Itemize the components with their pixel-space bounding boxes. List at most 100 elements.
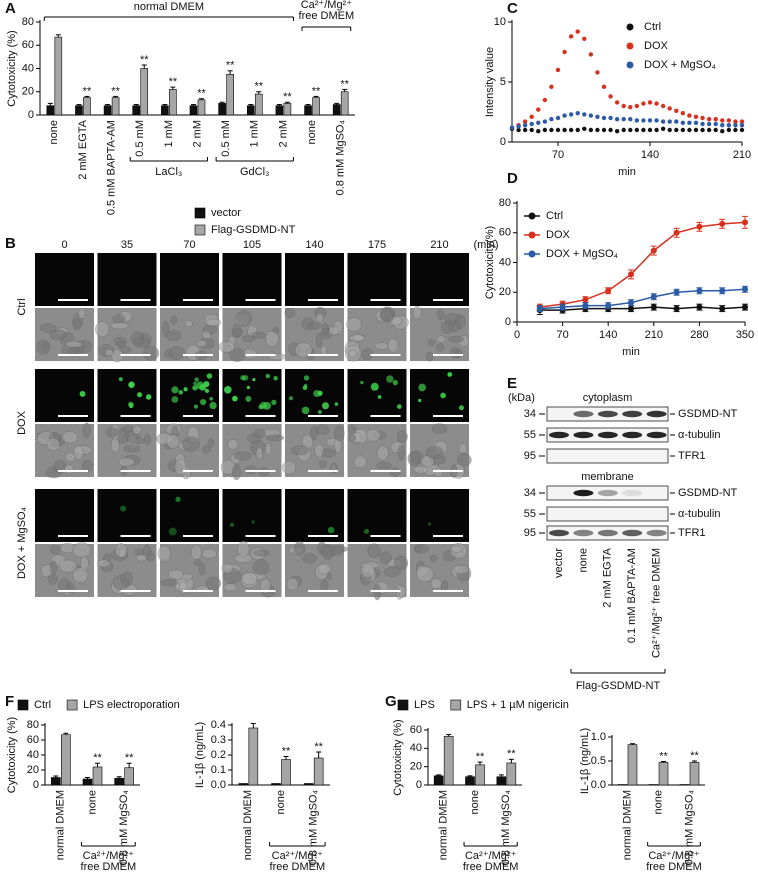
- blot-band: [646, 431, 667, 439]
- cell-texture: [143, 433, 152, 446]
- time-label: 140: [305, 239, 323, 251]
- y-tick-label: 20: [22, 86, 34, 98]
- legend-label: LPS + 1 µM nigericin: [467, 699, 569, 711]
- legend-label: DOX + MgSO₄: [546, 248, 619, 260]
- cell-texture: [435, 343, 445, 352]
- fluorescent-cell: [171, 386, 179, 394]
- significance-label: **: [83, 85, 92, 97]
- cell-texture: [253, 549, 270, 557]
- cell-texture: [78, 308, 86, 319]
- y-tick-label: 40: [499, 256, 511, 268]
- fluorescent-cell: [334, 402, 339, 406]
- error-bar: [508, 758, 514, 763]
- blot-band: [622, 489, 643, 497]
- scatter-point: [608, 94, 613, 99]
- scatter-point: [536, 129, 541, 134]
- error-bar: [47, 102, 53, 106]
- error-bar: [334, 102, 340, 105]
- series-line: [539, 306, 746, 311]
- scatter-point: [667, 106, 672, 111]
- fluorescent-cell: [322, 402, 330, 410]
- scatter-point: [614, 100, 620, 105]
- x-tick-label: normal DMEM: [438, 790, 450, 860]
- x-tick-label: 0.5 mM: [134, 120, 146, 157]
- marker-label: 95: [524, 527, 536, 539]
- fluorescent-cell: [168, 527, 177, 536]
- bar: [283, 103, 292, 116]
- series-line: [539, 221, 746, 308]
- legend-swatch: [528, 250, 536, 258]
- scatter-point: [621, 117, 626, 122]
- cell-texture: [302, 553, 318, 564]
- time-label: 105: [243, 239, 261, 251]
- y-tick-label: 0: [500, 136, 506, 148]
- legend-swatch: [626, 61, 634, 69]
- cell-texture: [397, 444, 405, 461]
- error-bar: [219, 101, 225, 104]
- cell-texture: [321, 322, 329, 336]
- cell-texture: [142, 345, 160, 361]
- lane-label: vector: [553, 548, 565, 578]
- legend-swatch: [194, 207, 206, 219]
- fluorescent-cell: [118, 377, 123, 382]
- x-axis-label: min: [622, 346, 640, 358]
- lane-label: 2 mM EGTA: [602, 547, 614, 607]
- cell-texture: [393, 555, 409, 571]
- group-label: normal DMEM: [134, 1, 204, 13]
- bar: [275, 105, 284, 116]
- cell-texture: [118, 457, 135, 467]
- group-label: free DMEM: [81, 861, 137, 873]
- bar: [54, 36, 63, 116]
- scatter-point: [568, 34, 574, 39]
- cell-texture: [65, 452, 76, 463]
- cell-texture: [81, 459, 93, 472]
- bar: [92, 766, 103, 786]
- cell-texture: [132, 425, 142, 435]
- scatter-point: [628, 105, 633, 110]
- cell-texture: [49, 545, 61, 555]
- cell-texture: [456, 453, 472, 467]
- cell-texture: [162, 320, 170, 337]
- cell-texture: [293, 541, 306, 556]
- bar: [304, 105, 312, 116]
- fluorescent-cell: [192, 385, 198, 391]
- error-bar: [256, 91, 262, 95]
- blot-band: [646, 529, 667, 537]
- cell-texture: [59, 542, 76, 554]
- scatter-point: [575, 29, 580, 34]
- fluorescent-cell: [193, 381, 197, 386]
- scatter-point: [687, 127, 692, 133]
- scatter-point: [529, 121, 534, 127]
- fluorescent-cell: [427, 522, 432, 526]
- y-tick-label: 60: [499, 227, 511, 239]
- fluorescent-cell: [245, 395, 252, 402]
- scatter-point: [608, 127, 613, 133]
- scatter-point: [549, 127, 554, 133]
- scatter-point: [654, 127, 659, 133]
- bar: [332, 104, 341, 116]
- cell-texture: [64, 340, 83, 348]
- legend-label: Ctrl: [644, 21, 661, 33]
- bar: [313, 757, 324, 786]
- fluorescent-cell: [230, 522, 235, 527]
- x-tick-label: 0.8 mM MgSO₄: [118, 790, 130, 866]
- cell-texture: [348, 424, 357, 435]
- x-axis-label: min: [618, 166, 636, 178]
- legend-swatch: [66, 699, 78, 711]
- bar: [340, 91, 349, 116]
- error-bar: [95, 762, 100, 767]
- cell-texture: [205, 576, 222, 591]
- blot-band: [597, 529, 618, 537]
- cell-texture: [82, 422, 91, 439]
- scatter-point: [522, 119, 528, 124]
- cell-texture: [49, 329, 67, 341]
- x-tick-label: normal DMEM: [621, 790, 633, 860]
- scatter-point: [575, 111, 580, 116]
- fluorescent-cell: [128, 381, 135, 388]
- fluorescence-image: [347, 253, 407, 306]
- fluorescence-image: [97, 489, 157, 542]
- fluorescence-image: [160, 489, 219, 542]
- bar: [46, 105, 55, 116]
- scatter-point: [568, 112, 574, 117]
- fluorescent-cell: [199, 383, 207, 391]
